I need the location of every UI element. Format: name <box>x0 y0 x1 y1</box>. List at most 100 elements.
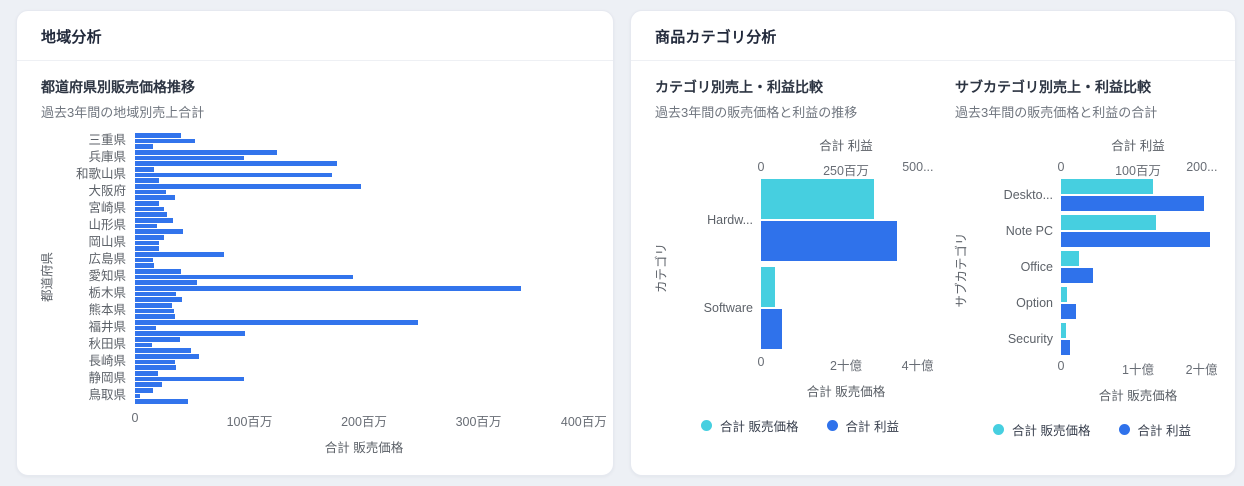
sales-bar[interactable] <box>135 223 157 228</box>
prefecture-bar-stack <box>135 303 593 319</box>
profit-bar[interactable] <box>1061 268 1094 283</box>
sales-bar[interactable] <box>135 382 163 387</box>
sales-bar[interactable] <box>135 388 154 393</box>
profit-bar[interactable] <box>1061 304 1076 319</box>
legend-swatch-profit <box>1118 424 1130 435</box>
sales-bar[interactable] <box>135 206 164 211</box>
axis-tick: 200百万 <box>341 414 387 429</box>
sales-bar[interactable] <box>135 257 154 262</box>
prefecture-bar-group: 鳥取県 <box>55 388 593 404</box>
prefecture-bar-group: 広島県 <box>55 252 593 268</box>
sales-bar[interactable] <box>135 371 158 376</box>
profit-bar[interactable] <box>1061 196 1205 211</box>
category-panel-title: 商品カテゴリ分析 <box>655 29 777 46</box>
prefecture-bar-stack <box>135 150 593 166</box>
legend-item[interactable]: 合計 利益 <box>1118 420 1191 439</box>
sales-bar[interactable] <box>135 274 353 279</box>
sales-bar[interactable] <box>761 267 775 307</box>
sales-bar[interactable] <box>135 303 172 308</box>
profit-bar[interactable] <box>1061 340 1071 355</box>
prefecture-chart-plot: 三重県 兵庫県 和歌山県 大阪府 宮崎県 山形県 岡山県 広島県 愛知県 栃木県 熊本県 福井県 秋田県… <box>55 131 607 456</box>
profit-bar[interactable] <box>1061 232 1210 247</box>
sales-bar[interactable] <box>135 331 245 336</box>
subcategory-chart-title: サブカテゴリ別売上・利益比較 <box>955 79 1151 95</box>
sales-bar[interactable] <box>135 286 521 291</box>
sales-bar[interactable] <box>135 263 155 268</box>
sales-bar[interactable] <box>135 348 192 353</box>
profit-bar[interactable] <box>761 309 782 349</box>
sales-bar[interactable] <box>135 280 197 285</box>
axis-tick: 100百万 <box>226 414 273 429</box>
prefecture-label: 静岡県 <box>88 371 126 385</box>
sales-bar[interactable] <box>135 150 277 155</box>
sales-bar[interactable] <box>761 179 875 219</box>
sales-bar[interactable] <box>135 342 153 347</box>
sales-bar[interactable] <box>135 376 244 381</box>
prefecture-bar-chart: 都道府県 三重県 兵庫県 和歌山県 大阪府 宮崎県 山形県 岡山県 広島県 愛知県 栃木県 熊本県福… <box>37 131 607 456</box>
sales-bar[interactable] <box>135 235 164 240</box>
sales-bar[interactable] <box>135 155 244 160</box>
sales-bar[interactable] <box>135 133 181 138</box>
top-axis-label: 合計 利益 <box>1111 139 1165 153</box>
category-chart-title: カテゴリ別売上・利益比較 <box>655 79 823 95</box>
prefecture-bar-group: 山形県 <box>55 218 593 234</box>
prefecture-bar-stack <box>135 371 593 387</box>
sales-bar[interactable] <box>135 325 156 330</box>
sales-bar[interactable] <box>135 308 174 313</box>
sales-bar[interactable] <box>135 320 418 325</box>
sales-bar[interactable] <box>135 172 332 177</box>
sales-bar[interactable] <box>135 252 225 257</box>
sales-bar[interactable] <box>135 218 173 223</box>
sales-bar[interactable] <box>135 184 361 189</box>
sales-bar[interactable] <box>1061 323 1066 338</box>
sales-bar[interactable] <box>135 246 160 251</box>
sales-bar[interactable] <box>135 144 154 149</box>
sales-bar[interactable] <box>135 189 166 194</box>
prefecture-bar-stack <box>135 133 593 149</box>
sales-bar[interactable] <box>1061 215 1156 230</box>
sales-bar[interactable] <box>1061 251 1079 266</box>
axis-ticks: 0 250百万 500... <box>669 160 934 179</box>
dual-category-label: Deskto... <box>1003 188 1053 202</box>
profit-bar[interactable] <box>761 221 897 261</box>
prefecture-bar-group: 静岡県 <box>55 371 593 387</box>
sales-bar[interactable] <box>135 178 160 183</box>
sales-bar[interactable] <box>135 314 176 319</box>
prefecture-bar-stack <box>135 337 593 353</box>
sales-bar[interactable] <box>135 399 188 404</box>
sales-bar[interactable] <box>135 201 160 206</box>
category-chart-plot: 合計 利益 0 250百万 500... Hardw... Software 0 2十億 4十億… <box>669 131 934 435</box>
sales-bar[interactable] <box>135 269 181 274</box>
legend-item[interactable]: 合計 販売価格 <box>701 416 799 435</box>
sales-bar[interactable] <box>135 212 168 217</box>
sales-bar[interactable] <box>135 161 337 166</box>
sales-bar[interactable] <box>135 359 176 364</box>
sales-bar[interactable] <box>135 229 184 234</box>
legend-label: 合計 利益 <box>845 420 899 434</box>
sales-bar[interactable] <box>135 167 155 172</box>
sales-bar[interactable] <box>135 297 182 302</box>
sales-bar[interactable] <box>135 354 200 359</box>
legend-item[interactable]: 合計 販売価格 <box>993 420 1091 439</box>
sales-bar[interactable] <box>135 195 176 200</box>
dual-bar-group: Deskto... <box>969 179 1215 211</box>
sales-bar[interactable] <box>135 240 160 245</box>
axis-tick: 250百万 <box>823 164 869 178</box>
sales-bar[interactable] <box>135 291 177 296</box>
sales-bar[interactable] <box>135 365 177 370</box>
subcategory-chart-column: サブカテゴリ別売上・利益比較 過去3年間の販売価格と利益の合計 サブカテゴリ 合… <box>951 75 1218 439</box>
axis-tick: 0 <box>757 160 765 174</box>
sales-bar[interactable] <box>135 393 140 398</box>
sales-bar[interactable] <box>1061 179 1154 194</box>
axis-tick-area: 0 100百万 200... <box>1058 160 1218 179</box>
region-analysis-card: 地域分析 都道府県別販売価格推移 過去3年間の地域別売上合計 都道府県 三重県兵… <box>16 10 614 476</box>
legend-item[interactable]: 合計 利益 <box>826 416 899 435</box>
prefecture-bar-stack <box>135 286 593 302</box>
sales-bar[interactable] <box>135 138 195 143</box>
prefecture-bar-stack <box>135 201 593 217</box>
sales-bar[interactable] <box>135 337 180 342</box>
bottom-axis-label: 合計 販売価格 <box>806 385 886 399</box>
sales-bar[interactable] <box>1061 287 1068 302</box>
axis-tick: 400百万 <box>560 414 607 429</box>
